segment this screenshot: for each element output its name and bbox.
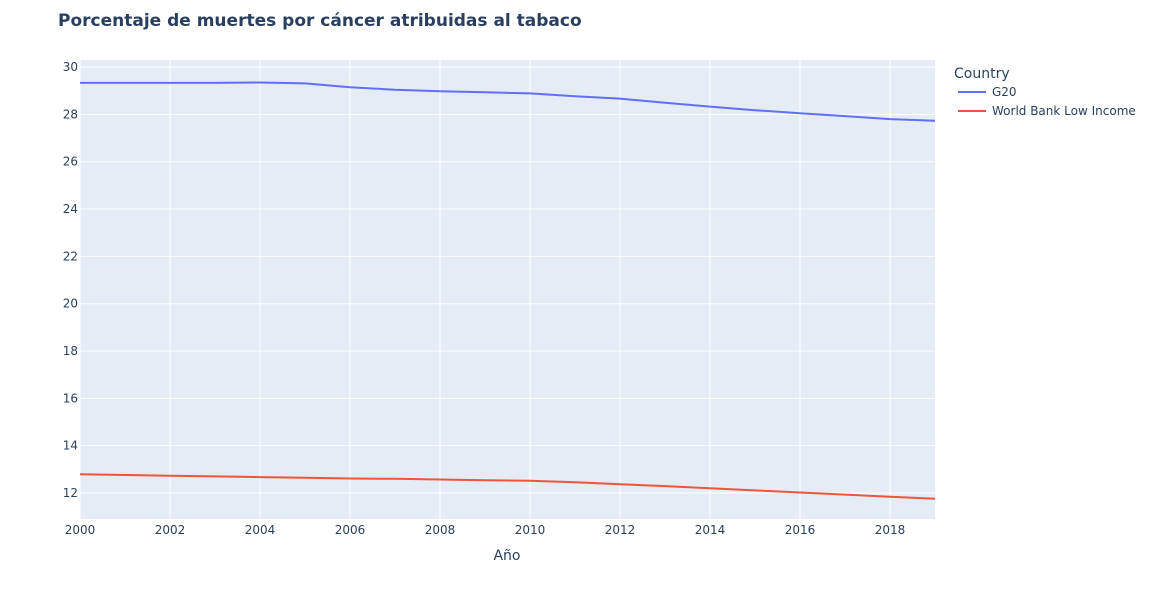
x-tick-label: 2006 <box>335 523 366 537</box>
y-axis-ticks: 12 14 16 18 20 22 24 26 28 30 <box>63 60 78 500</box>
x-tick-label: 2008 <box>425 523 456 537</box>
legend-title: Country <box>954 66 1010 82</box>
y-tick-label: 14 <box>63 439 78 453</box>
x-axis-ticks: 2000 2002 2004 2006 2008 2010 2012 2014 2016 2018 <box>65 523 906 537</box>
x-axis-title: Año <box>493 548 520 564</box>
x-tick-label: 2010 <box>515 523 546 537</box>
series-lines <box>79 81 936 500</box>
x-tick-label: 2018 <box>875 523 906 537</box>
x-tick-label: 2014 <box>695 523 726 537</box>
y-tick-label: 18 <box>63 344 78 358</box>
series-line-0 <box>80 81 936 122</box>
x-tick-label: 2004 <box>245 523 276 537</box>
plot-background <box>80 60 935 519</box>
chart-title: Porcentaje de muertes por cáncer atribui… <box>58 11 582 31</box>
grid-lines <box>79 60 935 519</box>
legend-item-label[interactable]: World Bank Low Income <box>992 104 1136 118</box>
x-tick-label: 2016 <box>785 523 816 537</box>
y-tick-label: 12 <box>63 486 78 500</box>
y-tick-label: 20 <box>63 297 78 311</box>
y-tick-label: 26 <box>63 155 78 169</box>
legend: Country G20 World Bank Low Income <box>954 66 1136 118</box>
y-tick-label: 30 <box>63 60 78 74</box>
x-tick-label: 2002 <box>155 523 186 537</box>
x-tick-label: 2012 <box>605 523 636 537</box>
y-tick-label: 24 <box>63 202 78 216</box>
legend-item-label[interactable]: G20 <box>992 85 1017 99</box>
y-tick-label: 22 <box>63 249 78 263</box>
series-line-1 <box>79 473 936 500</box>
y-tick-label: 16 <box>63 391 78 405</box>
y-tick-label: 28 <box>63 107 78 121</box>
x-tick-label: 2000 <box>65 523 96 537</box>
